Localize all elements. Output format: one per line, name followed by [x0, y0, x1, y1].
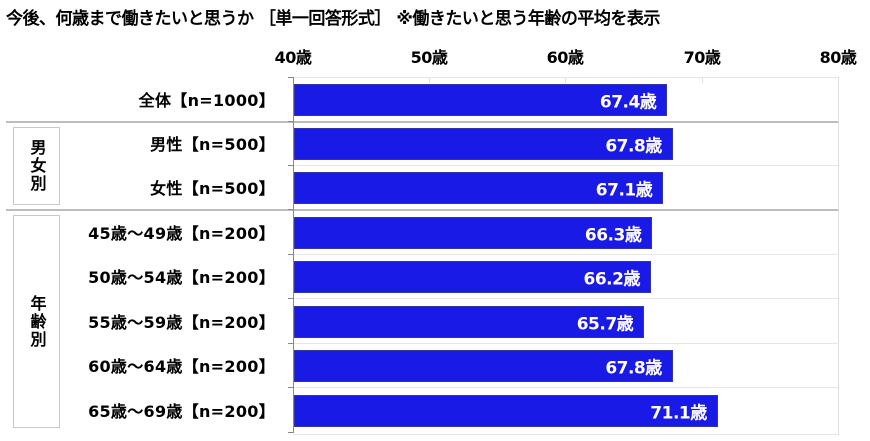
bar-value-label: 67.4歳: [599, 92, 657, 113]
category-label: 女性【n=500】: [150, 179, 275, 198]
bar: 67.4歳: [294, 84, 668, 116]
bar: 66.3歳: [294, 217, 653, 249]
bar-value-label: 67.8歳: [605, 358, 662, 379]
category-label: 全体【n=1000】: [138, 91, 275, 110]
x-tick-label: 40歳: [274, 48, 312, 67]
bar-value-label: 66.3歳: [584, 225, 642, 246]
x-tick-label: 80歳: [819, 48, 857, 67]
bar-value-label: 67.1歳: [595, 180, 653, 201]
x-tick-label: 60歳: [546, 48, 584, 67]
y-tick: [288, 77, 293, 78]
y-tick: [288, 298, 293, 299]
category-label: 45歳～49歳【n=200】: [88, 224, 275, 243]
bar-value-label: 71.1歳: [650, 403, 707, 424]
y-tick: [288, 165, 293, 166]
x-tick-label: 70歳: [683, 48, 721, 67]
y-tick: [288, 343, 293, 344]
bar: 65.7歳: [294, 306, 645, 338]
bar: 67.8歳: [294, 350, 673, 382]
bar-value-label: 65.7歳: [576, 314, 634, 335]
row-divider: [293, 343, 838, 344]
gridline: [429, 77, 430, 83]
x-tick-label: 50歳: [410, 48, 448, 67]
group-divider: [6, 209, 838, 211]
y-tick: [288, 254, 293, 255]
y-tick: [288, 432, 293, 433]
bar: 66.2歳: [294, 261, 651, 293]
group-box-gender: 男女別: [13, 127, 60, 205]
row-divider: [293, 165, 838, 166]
bar-value-label: 67.8歳: [605, 136, 662, 157]
row-divider: [293, 298, 838, 299]
category-label: 60歳～64歳【n=200】: [88, 357, 275, 376]
group-label: 男女別: [27, 139, 47, 193]
bar: 67.8歳: [294, 128, 673, 160]
y-tick: [288, 387, 293, 388]
category-label: 65歳～69歳【n=200】: [88, 402, 275, 421]
gridline: [565, 77, 566, 83]
chart-title: 今後、何歳まで働きたいと思うか ［単一回答形式］ ※働きたいと思う年齢の平均を表…: [6, 9, 660, 29]
y-tick: [288, 209, 293, 210]
category-label: 50歳～54歳【n=200】: [88, 268, 275, 287]
group-divider: [6, 121, 838, 123]
y-tick: [288, 121, 293, 122]
plot-area: [293, 77, 839, 435]
gridline: [702, 77, 703, 83]
category-label: 男性【n=500】: [150, 135, 275, 154]
y-axis-line: [293, 77, 294, 433]
row-divider: [293, 254, 838, 255]
row-divider: [293, 387, 838, 388]
category-label: 55歳～59歳【n=200】: [88, 313, 275, 332]
group-box-age: 年齢別: [13, 215, 60, 428]
bar: 67.1歳: [294, 172, 664, 204]
group-label: 年齢別: [27, 294, 47, 349]
bar-value-label: 66.2歳: [583, 269, 641, 290]
bar: 71.1歳: [294, 395, 718, 427]
